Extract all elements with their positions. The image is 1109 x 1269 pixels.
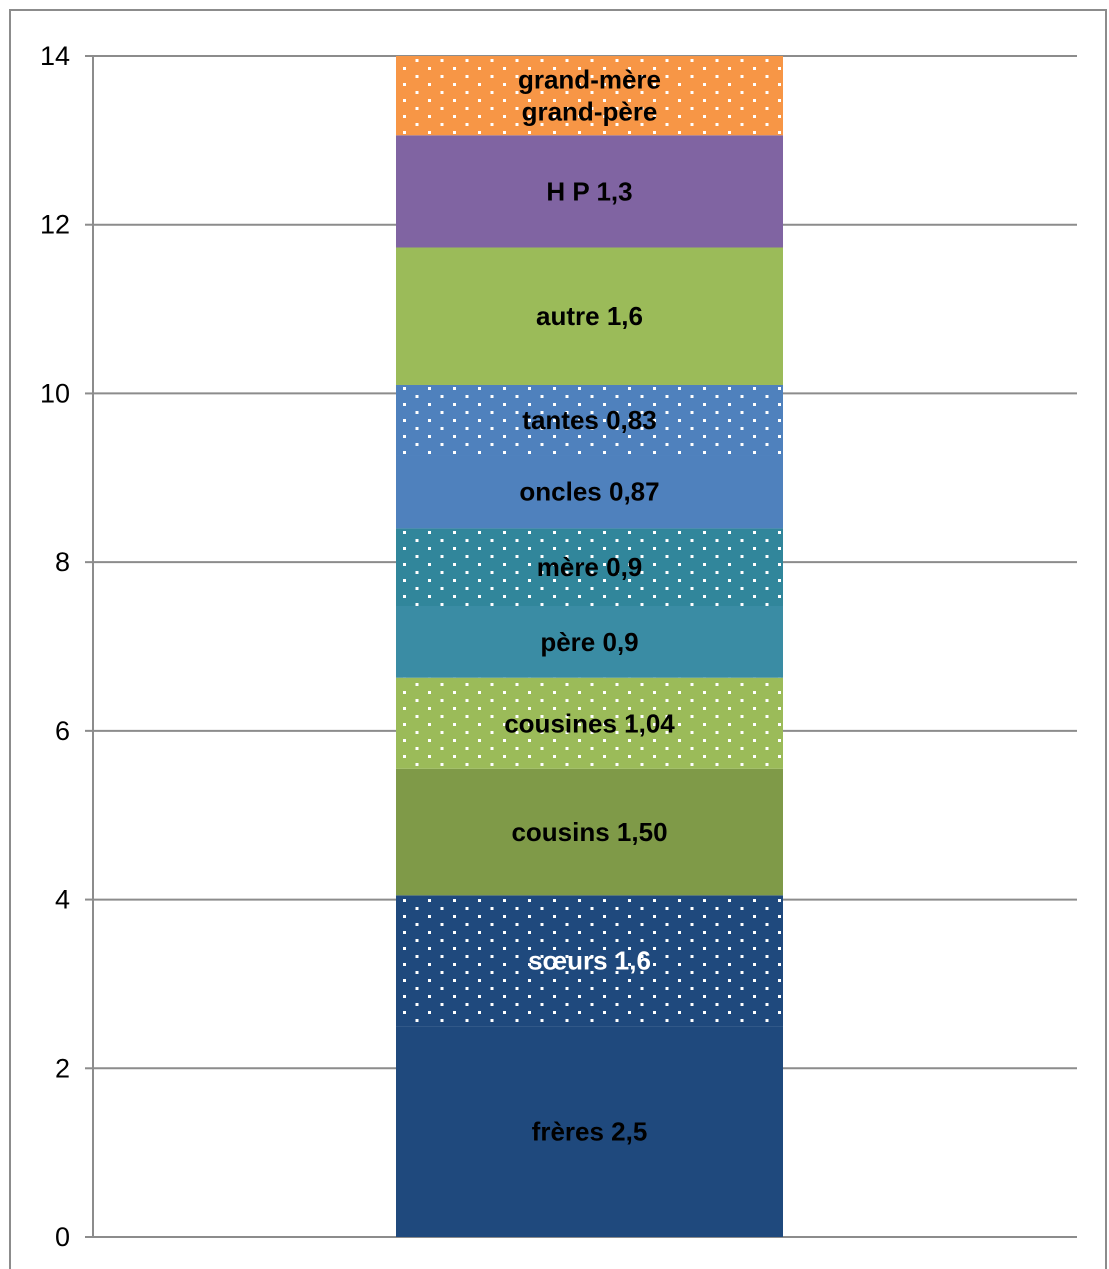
data-label: cousines 1,04 <box>504 708 675 738</box>
data-label: père 0,9 <box>540 627 638 657</box>
y-tick-label: 12 <box>40 210 70 240</box>
bar-segment <box>396 606 783 678</box>
segment-labels: frères 2,5 sœurs 1,6 cousins 1,50 cousines … <box>504 65 675 1147</box>
y-axis: 0 2 4 6 8 10 12 14 <box>40 41 94 1252</box>
data-label: mère 0,9 <box>537 552 643 582</box>
y-tick-label: 6 <box>55 716 70 746</box>
data-label: tantes 0,83 <box>522 405 656 435</box>
data-label: autre 1,6 <box>536 301 643 331</box>
bar-segment <box>396 455 783 529</box>
y-tick-label: 4 <box>55 885 70 915</box>
y-tick-label: 0 <box>55 1222 70 1252</box>
data-label: cousins 1,50 <box>511 817 667 847</box>
data-label: grand-mère grand-père <box>518 65 661 127</box>
data-label: oncles 0,87 <box>519 477 659 507</box>
bar-segment-pattern <box>396 528 783 607</box>
bar-segment-pattern <box>396 895 783 1027</box>
bar-segment-pattern <box>396 384 783 456</box>
bar-segment-pattern <box>396 56 783 136</box>
bar-segment <box>396 247 783 385</box>
bar-segment-pattern <box>396 677 783 769</box>
data-label: H P 1,3 <box>546 176 632 206</box>
y-tick-label: 2 <box>55 1053 70 1083</box>
stacked-bar <box>396 56 783 1237</box>
y-tick-label: 10 <box>40 378 70 408</box>
y-tick-label: 14 <box>40 41 70 71</box>
y-tick-label: 8 <box>55 547 70 577</box>
bar-segment <box>396 768 783 896</box>
data-label: sœurs 1,6 <box>528 946 651 976</box>
bar-segment <box>396 135 783 248</box>
bar-segment <box>396 1026 783 1237</box>
data-label: frères 2,5 <box>532 1117 648 1147</box>
